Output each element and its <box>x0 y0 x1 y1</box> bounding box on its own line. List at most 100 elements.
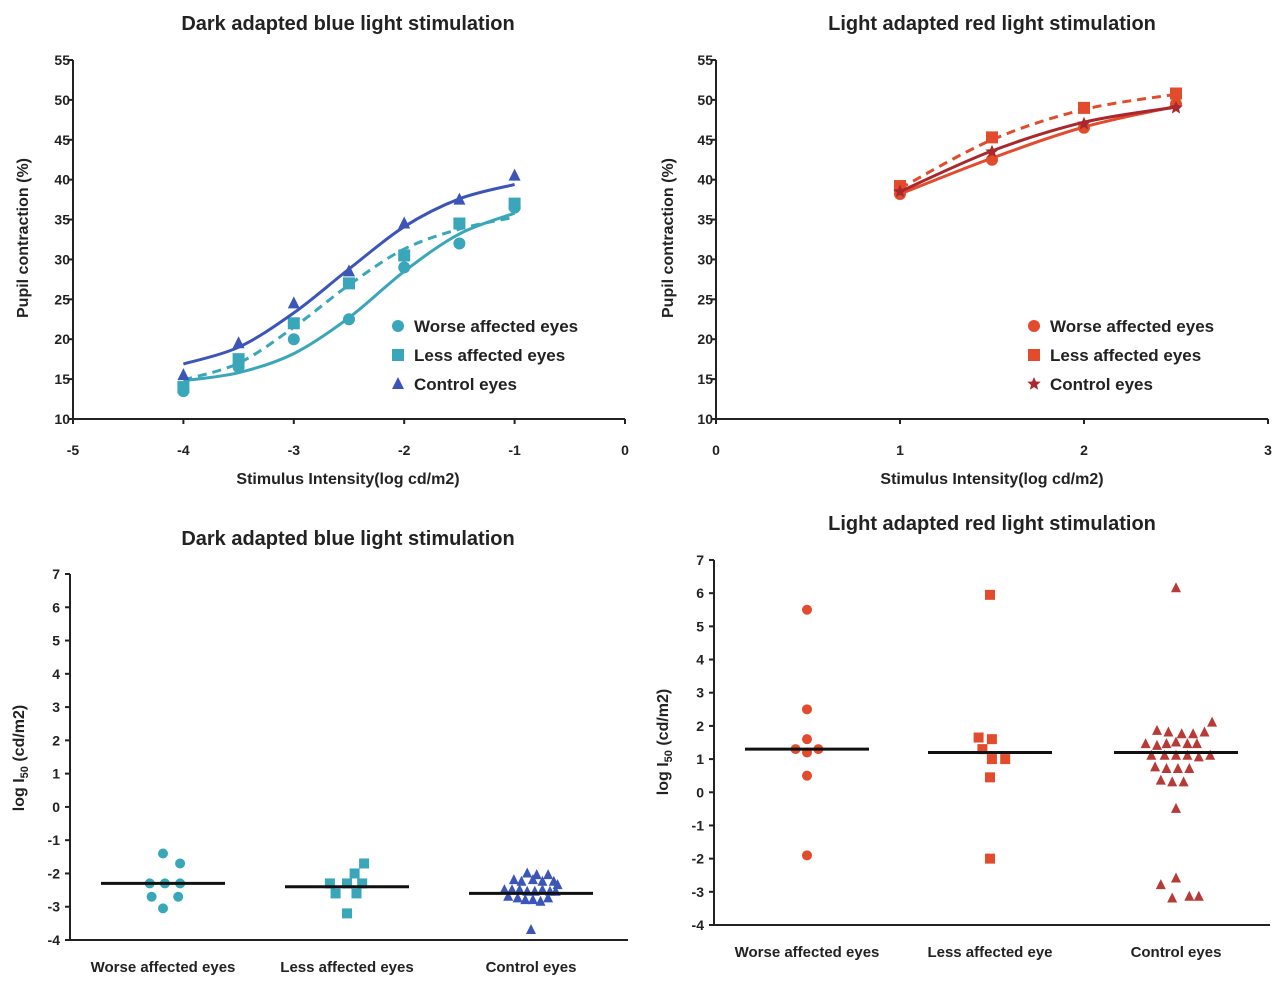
data-point <box>1182 749 1193 760</box>
series-control-eyes <box>177 168 521 381</box>
data-point <box>1140 738 1151 749</box>
chart-title: Light adapted red light stimulation <box>828 513 1156 535</box>
data-point <box>349 868 360 879</box>
data-point <box>1171 582 1181 593</box>
data-point <box>158 903 168 914</box>
data-point <box>1155 774 1166 785</box>
series-control-eyes <box>469 867 593 935</box>
y-tick-label: 20 <box>54 331 70 347</box>
panel-light-adapted-i50: Light adapted red light stimulation log … <box>655 513 1270 961</box>
data-point <box>359 858 370 869</box>
data-point <box>543 869 554 880</box>
legend-label: Less affected eyes <box>414 346 565 365</box>
data-point <box>508 874 519 885</box>
data-point <box>1163 726 1174 737</box>
data-point <box>520 894 531 905</box>
data-point <box>986 131 998 144</box>
data-point <box>1193 890 1204 901</box>
y-tick-label: 4 <box>52 666 60 682</box>
data-point <box>1000 754 1011 765</box>
data-point <box>802 604 812 615</box>
legend-marker <box>1027 377 1041 390</box>
legend-marker <box>392 349 404 361</box>
x-category-label: Control eyes <box>486 959 577 976</box>
y-tick-label: 45 <box>54 132 70 148</box>
data-point <box>453 192 466 205</box>
series-worse-affected-eyes <box>745 604 869 861</box>
y-tick-label: 2 <box>696 718 704 734</box>
data-point <box>802 850 812 861</box>
data-point <box>802 734 812 745</box>
data-point <box>1172 763 1183 774</box>
y-tick-label: 45 <box>697 132 713 148</box>
data-point <box>1161 763 1172 774</box>
legend-label: Worse affected eyes <box>414 317 578 336</box>
data-point <box>343 264 355 277</box>
y-tick-label: 30 <box>697 251 713 267</box>
data-point <box>985 589 995 600</box>
fit-curve <box>899 105 1177 194</box>
y-tick-label: 6 <box>52 599 60 615</box>
y-tick-label: 55 <box>54 52 70 68</box>
x-tick-label: 3 <box>1264 442 1272 458</box>
y-tick-label: -2 <box>692 851 705 867</box>
y-axis-label: log I50 (cd/m2) <box>11 705 31 811</box>
x-tick-label: -3 <box>288 442 301 458</box>
legend-label: Less affected eyes <box>1050 346 1201 365</box>
data-point <box>146 891 157 902</box>
data-point <box>343 313 355 326</box>
y-tick-label: -3 <box>48 899 61 915</box>
x-tick-label: -5 <box>67 442 80 458</box>
data-point <box>343 277 355 290</box>
data-point <box>499 884 510 895</box>
legend-marker <box>1028 349 1040 361</box>
data-point <box>342 908 352 919</box>
y-tick-label: -4 <box>692 917 705 933</box>
data-point <box>522 867 533 878</box>
data-point <box>516 875 527 886</box>
data-point <box>357 878 368 889</box>
y-tick-label: 10 <box>54 411 70 427</box>
y-tick-label: 3 <box>52 699 60 715</box>
data-point <box>177 381 190 394</box>
y-tick-label: -2 <box>48 865 61 881</box>
series-less-affected-eyes <box>285 858 409 919</box>
data-point <box>977 744 988 755</box>
fit-curve <box>899 104 1177 196</box>
y-tick-label: 0 <box>696 784 704 800</box>
data-point <box>503 890 514 901</box>
data-point <box>1176 728 1187 739</box>
legend-label: Worse affected eyes <box>1050 317 1214 336</box>
data-point <box>342 878 352 889</box>
y-tick-label: 1 <box>52 766 60 782</box>
x-axis-label: Stimulus Intensity(log cd/m2) <box>236 471 459 488</box>
y-tick-label: 0 <box>52 799 60 815</box>
y-tick-label: 7 <box>52 566 60 582</box>
x-tick-label: -1 <box>508 442 521 458</box>
data-point <box>158 848 168 859</box>
data-point <box>1146 749 1157 760</box>
y-tick-label: 6 <box>696 585 704 601</box>
data-point <box>232 353 245 366</box>
panel-dark-adapted-i50: Dark adapted blue light stimulation log … <box>11 528 628 976</box>
data-point <box>324 878 335 889</box>
legend-marker <box>1028 320 1040 332</box>
data-point <box>398 216 411 229</box>
y-tick-label: 30 <box>54 251 70 267</box>
x-category-label: Control eyes <box>1131 944 1222 961</box>
series-less-affected-eye <box>928 589 1052 864</box>
y-tick-label: 50 <box>54 92 70 108</box>
data-point <box>508 168 521 181</box>
data-point <box>351 888 362 899</box>
data-point <box>985 144 999 158</box>
y-tick-label: -1 <box>692 817 705 833</box>
y-axis-label: log I50 (cd/m2) <box>655 689 675 795</box>
y-tick-label: 5 <box>52 633 60 649</box>
y-tick-label: 4 <box>696 652 704 668</box>
series-less-affected-eyes <box>177 197 521 394</box>
y-tick-label: 55 <box>697 52 713 68</box>
y-tick-label: 25 <box>697 291 713 307</box>
data-point <box>1077 116 1091 130</box>
data-point <box>893 184 907 198</box>
data-point <box>1167 776 1178 787</box>
